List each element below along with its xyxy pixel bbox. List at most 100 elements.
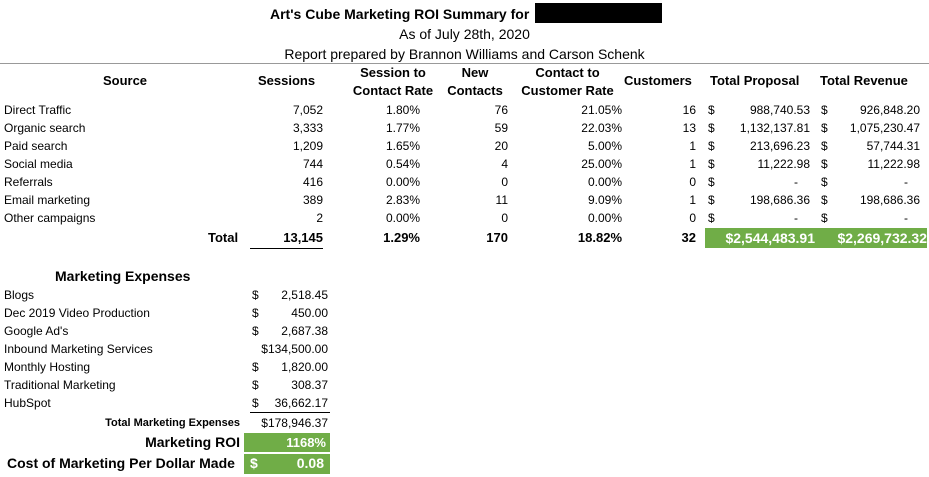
expense-amount: 1,820.00: [281, 360, 328, 374]
cost-per-dollar-cell: $ 0.08: [244, 454, 330, 474]
proposal-cell: -: [794, 175, 798, 189]
proposal-currency-symbol: $: [708, 121, 715, 135]
expense-currency-symbol: $: [252, 396, 259, 410]
table-row: Referrals 416 0.00% 0 0.00% 0 $ - $ -: [0, 173, 929, 191]
expense-row: Google Ad's $2,687.38: [0, 322, 340, 340]
expenses-total-underline: [250, 412, 330, 413]
expense-row: Blogs $2,518.45: [0, 286, 340, 304]
totals-revenue: $2,269,732.32: [815, 228, 927, 248]
col-header-s2c-2: Contact Rate: [352, 83, 434, 98]
revenue-cell: 926,848.20: [859, 103, 920, 117]
redacted-name-block: [535, 3, 662, 23]
expense-label: Monthly Hosting: [4, 360, 91, 374]
revenue-currency-symbol: $: [821, 193, 828, 207]
col-header-source: Source: [102, 73, 148, 88]
contacts-cell: 4: [501, 157, 508, 171]
expenses-total-row: Total Marketing Expenses $178,946.37: [0, 414, 340, 432]
report-prepared-by: Report prepared by Brannon Williams and …: [284, 46, 645, 62]
table-row: Direct Traffic 7,052 1.80% 76 21.05% 16 $988,7…: [0, 101, 929, 119]
customers-cell: 0: [689, 175, 696, 189]
proposal-cell: 11,222.98: [757, 157, 811, 171]
expense-currency-symbol: $: [252, 360, 259, 374]
revenue-currency-symbol: $: [821, 121, 828, 135]
expense-row: Monthly Hosting $1,820.00: [0, 358, 340, 376]
roi-row: Marketing ROI 1168%: [0, 433, 340, 452]
totals-label: Total: [208, 230, 239, 245]
expense-amount: 36,662.17: [274, 396, 328, 410]
totals-sessions: 13,145: [283, 230, 323, 245]
source-cell: Other campaigns: [4, 211, 96, 225]
s2c-cell: 0.00%: [385, 175, 420, 189]
expense-currency-symbol: $: [252, 324, 259, 338]
col-header-c2c-2: Customer Rate: [521, 83, 614, 98]
proposal-cell: 1,132,137.81: [739, 121, 810, 135]
cost-per-dollar-row: Cost of Marketing Per Dollar Made $ 0.08: [0, 454, 340, 474]
proposal-currency-symbol: $: [708, 157, 715, 171]
table-row: Organic search 3,333 1.77% 59 22.03% 13 $1,132…: [0, 119, 929, 137]
expense-currency-symbol: $: [252, 378, 259, 392]
customers-cell: 16: [682, 103, 696, 117]
c2c-cell: 22.03%: [581, 121, 622, 135]
sessions-cell: 7,052: [292, 103, 323, 117]
expense-amount: 2,518.45: [281, 288, 328, 302]
s2c-cell: 0.54%: [385, 157, 420, 171]
col-header-s2c-1: Session to: [360, 65, 426, 80]
revenue-currency-symbol: $: [821, 139, 828, 153]
expense-amount: 450.00: [291, 306, 328, 320]
expense-row: Dec 2019 Video Production $450.00: [0, 304, 340, 322]
customers-cell: 1: [689, 193, 696, 207]
revenue-cell: 1,075,230.47: [849, 121, 920, 135]
contacts-cell: 76: [494, 103, 508, 117]
col-header-new-2: Contacts: [447, 83, 503, 98]
sessions-cell: 389: [302, 193, 323, 207]
col-header-customers: Customers: [624, 73, 692, 88]
proposal-currency-symbol: $: [708, 211, 715, 225]
cost-per-dollar-value: 0.08: [296, 455, 324, 471]
customers-cell: 1: [689, 157, 696, 171]
table-row: Email marketing 389 2.83% 11 9.09% 1 $198,686.…: [0, 191, 929, 209]
totals-c2c: 18.82%: [577, 230, 622, 245]
customers-cell: 13: [682, 121, 696, 135]
s2c-cell: 2.83%: [385, 193, 420, 207]
expenses-total-value: $178,946.37: [261, 416, 328, 430]
source-cell: Direct Traffic: [4, 103, 72, 117]
contacts-cell: 11: [495, 193, 508, 207]
contacts-cell: 59: [494, 121, 508, 135]
expense-row: Inbound Marketing Services $134,500.00: [0, 340, 340, 358]
source-cell: Referrals: [4, 175, 53, 189]
sessions-cell: 744: [302, 157, 323, 171]
revenue-cell: 198,686.36: [859, 193, 920, 207]
expenses-title: Marketing Expenses: [55, 268, 191, 284]
revenue-currency-symbol: $: [821, 103, 828, 117]
contacts-cell: 0: [501, 211, 508, 225]
source-cell: Social media: [4, 157, 73, 171]
source-cell: Organic search: [4, 121, 86, 135]
source-cell: Email marketing: [4, 193, 91, 207]
s2c-cell: 1.80%: [385, 103, 420, 117]
roi-value: 1168%: [244, 433, 330, 452]
report-date: As of July 28th, 2020: [399, 26, 530, 42]
revenue-currency-symbol: $: [821, 175, 828, 189]
c2c-cell: 25.00%: [581, 157, 622, 171]
expense-amount: $134,500.00: [261, 342, 328, 356]
sessions-cell: 2: [316, 211, 323, 225]
col-header-new-1: New: [461, 65, 489, 80]
expenses-total-label: Total Marketing Expenses: [105, 417, 240, 429]
table-row: Paid search 1,209 1.65% 20 5.00% 1 $213,696.23…: [0, 137, 929, 155]
c2c-cell: 5.00%: [587, 139, 622, 153]
revenue-currency-symbol: $: [821, 157, 828, 171]
header-divider: [0, 63, 929, 64]
s2c-cell: 1.65%: [385, 139, 420, 153]
customers-cell: 0: [689, 211, 696, 225]
proposal-currency-symbol: $: [708, 103, 715, 117]
revenue-cell: -: [904, 211, 908, 225]
cost-per-dollar-symbol: $: [250, 455, 258, 471]
table-row: Other campaigns 2 0.00% 0 0.00% 0 $ - $ -: [0, 209, 929, 227]
expense-row: Traditional Marketing $308.37: [0, 376, 340, 394]
proposal-cell: 213,696.23: [749, 139, 810, 153]
cost-per-dollar-label: Cost of Marketing Per Dollar Made: [7, 455, 235, 471]
revenue-cell: -: [904, 175, 908, 189]
col-header-sessions: Sessions: [258, 73, 316, 88]
proposal-currency-symbol: $: [708, 175, 715, 189]
table-row: Social media 744 0.54% 4 25.00% 1 $11,222.98 $1…: [0, 155, 929, 173]
